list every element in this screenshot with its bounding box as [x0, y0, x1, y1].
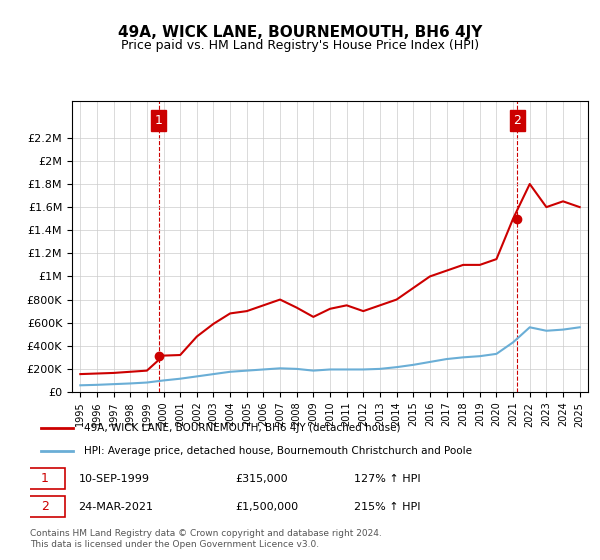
Text: 2: 2	[41, 500, 49, 513]
Text: 1: 1	[41, 472, 49, 485]
Text: 2: 2	[514, 114, 521, 127]
Text: £315,000: £315,000	[235, 474, 288, 483]
Text: Contains HM Land Registry data © Crown copyright and database right 2024.
This d: Contains HM Land Registry data © Crown c…	[30, 529, 382, 549]
Text: 127% ↑ HPI: 127% ↑ HPI	[354, 474, 421, 483]
Text: 49A, WICK LANE, BOURNEMOUTH, BH6 4JY (detached house): 49A, WICK LANE, BOURNEMOUTH, BH6 4JY (de…	[84, 423, 401, 433]
Text: 49A, WICK LANE, BOURNEMOUTH, BH6 4JY: 49A, WICK LANE, BOURNEMOUTH, BH6 4JY	[118, 25, 482, 40]
Text: HPI: Average price, detached house, Bournemouth Christchurch and Poole: HPI: Average price, detached house, Bour…	[84, 446, 472, 456]
FancyBboxPatch shape	[25, 468, 65, 489]
Text: 1: 1	[155, 114, 163, 127]
Text: 10-SEP-1999: 10-SEP-1999	[79, 474, 149, 483]
Text: £1,500,000: £1,500,000	[235, 502, 298, 511]
Text: 215% ↑ HPI: 215% ↑ HPI	[354, 502, 421, 511]
FancyBboxPatch shape	[25, 496, 65, 517]
Text: 24-MAR-2021: 24-MAR-2021	[79, 502, 154, 511]
Text: Price paid vs. HM Land Registry's House Price Index (HPI): Price paid vs. HM Land Registry's House …	[121, 39, 479, 52]
